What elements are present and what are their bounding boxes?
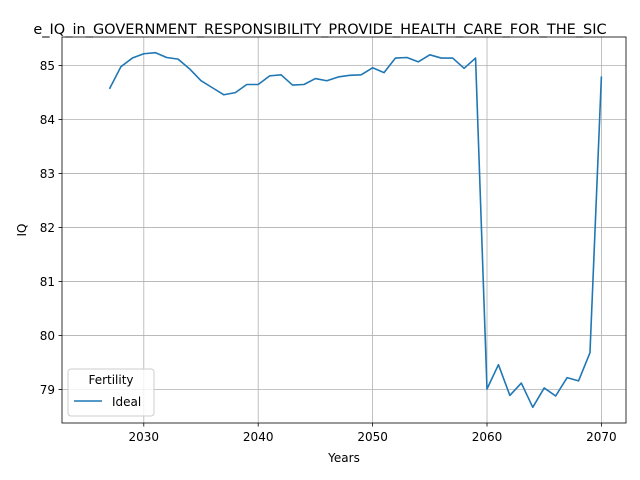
axis-ticks: 2030 2040 2050 2060 2070 79 80 81 82 83 84 85 xyxy=(40,59,617,444)
legend-box xyxy=(67,368,155,417)
x-axis-title: Years xyxy=(327,451,360,465)
x-tick-label: 2060 xyxy=(472,430,503,444)
y-axis-title: IQ xyxy=(15,224,29,237)
chart-title: e_IQ_in_GOVERNMENT_RESPONSIBILITY_PROVID… xyxy=(33,22,606,38)
y-tick-label: 85 xyxy=(40,59,55,73)
series-line-ideal xyxy=(108,51,603,409)
x-tick-label: 2050 xyxy=(357,430,388,444)
legend-label-ideal: Ideal xyxy=(112,395,141,409)
x-tick-label: 2030 xyxy=(129,430,160,444)
x-tick-label: 2040 xyxy=(243,430,274,444)
y-tick-label: 79 xyxy=(40,383,55,397)
y-tick-label: 83 xyxy=(40,167,55,181)
y-tick-label: 84 xyxy=(40,113,55,127)
y-tick-label: 80 xyxy=(40,329,55,343)
grid-lines xyxy=(62,37,626,423)
legend-title: Fertility xyxy=(88,373,133,387)
y-tick-label: 82 xyxy=(40,221,55,235)
series-layer xyxy=(108,51,603,409)
y-tick-label: 81 xyxy=(40,275,55,289)
x-tick-label: 2070 xyxy=(586,430,617,444)
legend: Fertility Ideal xyxy=(67,368,155,417)
plot-frame xyxy=(61,36,627,424)
